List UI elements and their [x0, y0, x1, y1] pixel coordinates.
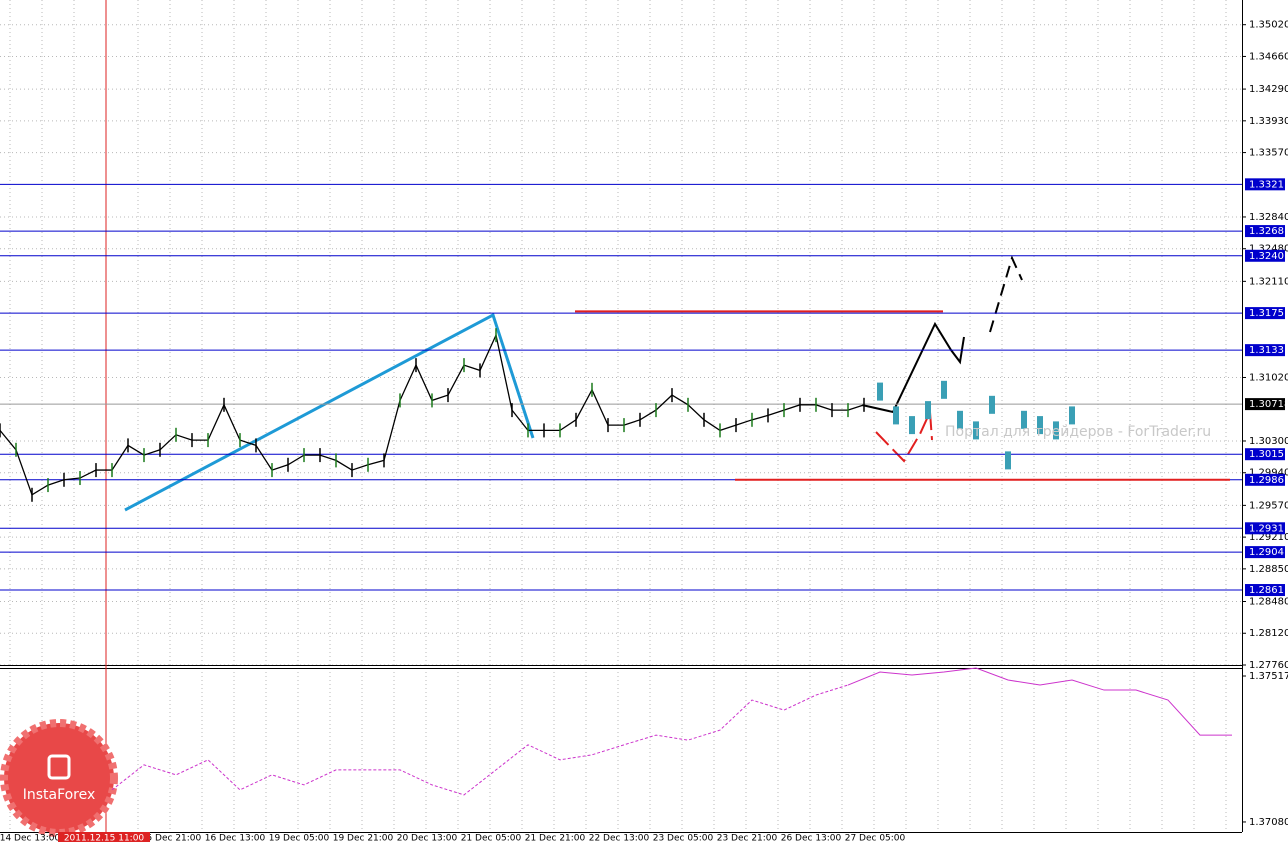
y-tick-label: 1.28850 [1249, 564, 1288, 575]
level-label: 1.3175 [1249, 308, 1284, 319]
level-label-box [1245, 522, 1285, 535]
indicator-line [111, 684, 849, 796]
level-label: 1.3268 [1249, 226, 1284, 237]
forecast-arrow-dashed [989, 255, 1023, 333]
x-tick-label: 19 Dec 21:00 [333, 834, 394, 842]
level-label-box [1245, 344, 1285, 357]
level-label: 1.3240 [1249, 251, 1284, 262]
level-label: 1.2931 [1249, 523, 1284, 534]
cursor-label-box [58, 832, 150, 842]
y-tick-label: 1.28480 [1249, 596, 1288, 607]
y-tick-label: 1.34290 [1249, 84, 1288, 95]
x-tick-label: 20 Dec 13:00 [397, 834, 458, 842]
forecast-bar [1069, 406, 1075, 425]
y-tick-label: 1.28120 [1249, 628, 1288, 639]
x-tick-label: 22 Dec 13:00 [589, 834, 650, 842]
forecast-bar [1021, 410, 1027, 429]
y-tick-label: 1.32480 [1249, 244, 1288, 255]
y-tick-label: 1.35020 [1249, 20, 1288, 31]
indicator-line [847, 667, 1232, 736]
level-label-box [1245, 584, 1285, 597]
logo-icon [47, 754, 71, 780]
x-tick-label: 14 Dec 13:00 [0, 834, 61, 842]
level-label: 1.3133 [1249, 345, 1284, 356]
trend-annotation [124, 312, 535, 512]
level-label: 1.2904 [1249, 547, 1284, 558]
y-tick-label: 1.29210 [1249, 532, 1288, 543]
level-label-box [1245, 249, 1285, 262]
forecast-bar [1053, 421, 1059, 440]
level-label-box [1245, 178, 1285, 191]
x-tick-label: 23 Dec 21:00 [717, 834, 778, 842]
level-label-box [1245, 307, 1285, 320]
forecast-arrow [861, 321, 965, 414]
y-tick-label: 1.29940 [1249, 468, 1288, 479]
y-tick-label: 1.31020 [1249, 372, 1288, 383]
y-tick-label: 1.29570 [1249, 500, 1288, 511]
level-label: 1.3015 [1249, 449, 1284, 460]
grid [0, 0, 1242, 832]
watermark: Портал для трейдеров - ForTrader.ru [945, 424, 1211, 440]
x-tick-label: 26 Dec 13:00 [781, 834, 842, 842]
cursor-label: 2011.12.15 11:00 [64, 834, 145, 842]
forecast-bar [877, 382, 883, 401]
logo-text: InstaForex [23, 787, 96, 803]
forecast-bar [925, 401, 931, 420]
forecast-bar [1037, 416, 1043, 435]
y-tick-label: 1.27760 [1249, 660, 1288, 671]
level-label-box [1245, 473, 1285, 486]
correction-annotation [875, 411, 933, 463]
forecast-bar [893, 406, 899, 425]
y-tick-label: 1.37517 [1249, 671, 1288, 682]
x-tick-label: 19 Dec 05:00 [269, 834, 330, 842]
x-tick-label: 21 Dec 21:00 [525, 834, 586, 842]
x-tick-label: 21 Dec 05:00 [461, 834, 522, 842]
y-tick-label: 1.33930 [1249, 116, 1288, 127]
y-tick-label: 1.32840 [1249, 212, 1288, 223]
logo [0, 719, 118, 837]
forecast-bar [941, 380, 947, 399]
y-tick-label: 1.33570 [1249, 148, 1288, 159]
level-label: 1.2861 [1249, 585, 1284, 596]
x-tick-label: 16 Dec 13:00 [205, 834, 266, 842]
current-price-box [1245, 398, 1285, 411]
forecast-bar [973, 421, 979, 440]
y-tick-label: 1.30300 [1249, 436, 1288, 447]
forecast-bar [1005, 451, 1011, 470]
y-tick-label: 1.32110 [1249, 276, 1288, 287]
y-tick-label: 1.34660 [1249, 51, 1288, 62]
level-label-box [1245, 546, 1285, 559]
x-tick-label: 23 Dec 05:00 [653, 834, 714, 842]
x-tick-label: 15 Dec 21:00 [141, 834, 202, 842]
level-label: 1.2986 [1249, 475, 1284, 486]
current-price-label: 1.30718 [1249, 399, 1288, 410]
level-label: 1.3321 [1249, 179, 1284, 190]
forecast-bar [957, 410, 963, 429]
level-label-box [1245, 448, 1285, 461]
level-label-box [1245, 225, 1285, 238]
forecast-bar [989, 395, 995, 414]
y-tick-label: 1.37080 [1249, 817, 1288, 828]
forecast-bar [909, 416, 915, 435]
x-tick-label: 27 Dec 05:00 [845, 834, 906, 842]
